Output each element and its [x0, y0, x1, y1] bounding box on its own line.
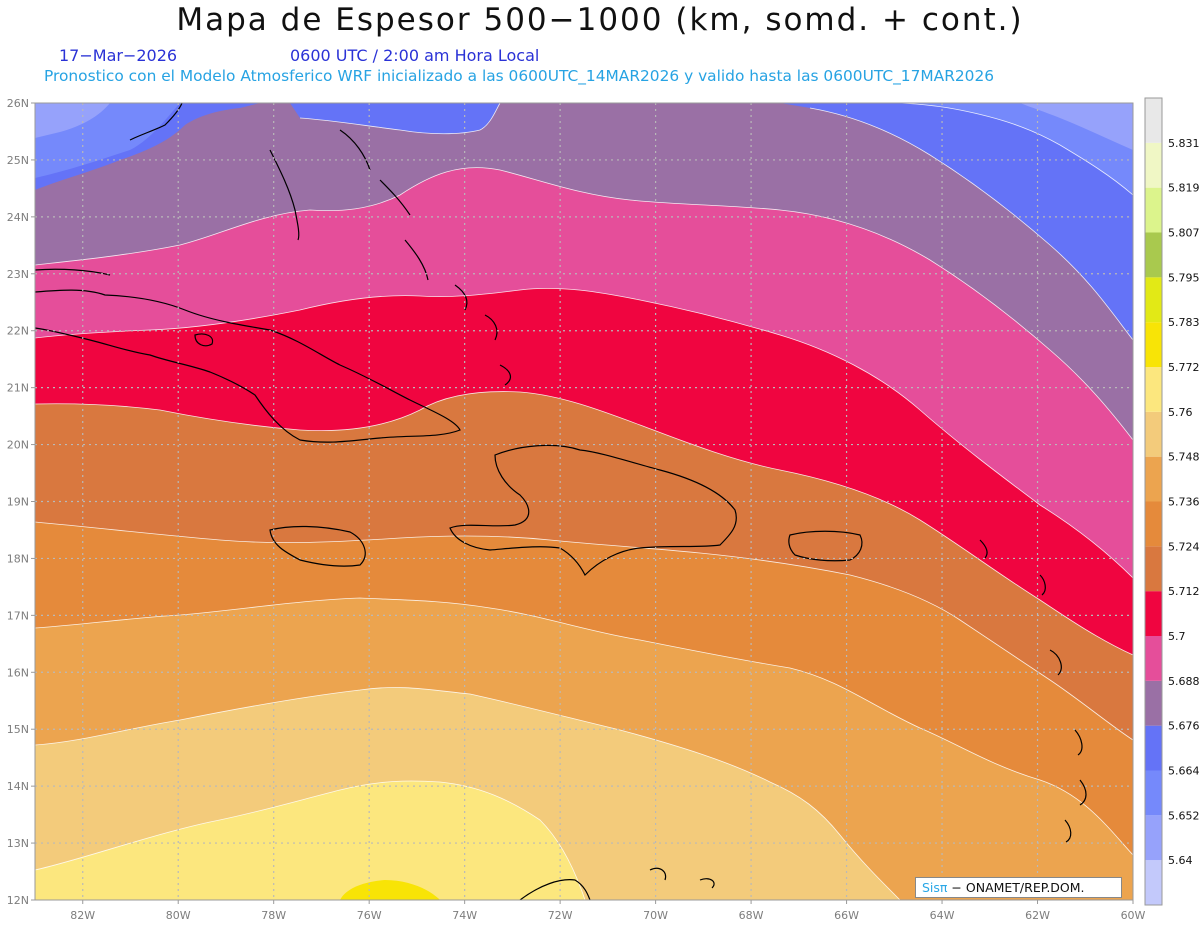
- forecast-label: Pronostico con el Modelo Atmosferico WRF…: [44, 67, 995, 85]
- credit-box: Sisπ − ONAMET/REP.DOM.: [915, 877, 1122, 898]
- colorbar-swatch: [1145, 546, 1162, 592]
- lat-tick-label: 25N: [7, 154, 29, 167]
- lat-tick-label: 19N: [7, 496, 29, 509]
- lat-tick-label: 20N: [7, 439, 29, 452]
- colorbar-label: 5.676: [1168, 720, 1200, 733]
- colorbar-label: 5.819: [1168, 182, 1200, 195]
- colorbar-label: 5.831: [1168, 137, 1200, 150]
- colorbar-swatch: [1145, 815, 1162, 861]
- colorbar-label: 5.688: [1168, 675, 1200, 688]
- colorbar-swatch: [1145, 591, 1162, 636]
- lon-tick-label: 68W: [739, 909, 764, 922]
- colorbar-label: 5.736: [1168, 496, 1200, 509]
- lon-tick-label: 62W: [1025, 909, 1050, 922]
- graticule: [35, 103, 1133, 900]
- date-label: 17−Mar−2026: [59, 46, 178, 65]
- thickness-fill: [35, 103, 1133, 900]
- coastlines: [35, 103, 1087, 900]
- lon-tick-label: 72W: [548, 909, 573, 922]
- colorbar-label: 5.664: [1168, 765, 1200, 778]
- colorbar-swatch: [1145, 367, 1162, 412]
- colorbar: 5.64 5.652 5.664 5.676 5.688 5.7 5.712 5.724 5.7…: [1144, 97, 1200, 906]
- colorbar-swatch: [1145, 501, 1162, 547]
- colorbar-label: 5.724: [1168, 540, 1200, 553]
- lat-tick-label: 14N: [7, 780, 29, 793]
- lat-tick-label: 13N: [7, 837, 29, 850]
- map-title: Mapa de Espesor 500−1000 (km, somd. + co…: [176, 2, 1024, 38]
- colorbar-swatch: [1145, 187, 1162, 233]
- colorbar-swatch: [1145, 456, 1162, 502]
- colorbar-label: 5.783: [1168, 316, 1200, 329]
- colorbar-border: [1144, 97, 1163, 906]
- colorbar-swatch: [1145, 725, 1162, 771]
- colorbar-label: 5.712: [1168, 585, 1200, 598]
- lat-tick-label: 12N: [7, 894, 29, 907]
- lon-tick-label: 82W: [70, 909, 95, 922]
- lon-tick-label: 64W: [930, 909, 955, 922]
- lon-tick-label: 78W: [261, 909, 286, 922]
- colorbar-swatch: [1145, 277, 1162, 323]
- colorbar-swatch: [1145, 636, 1162, 681]
- lat-tick-label: 17N: [7, 609, 29, 622]
- colorbar-swatch: [1145, 860, 1162, 905]
- lon-tick-label: 70W: [643, 909, 668, 922]
- lon-tick-label: 60W: [1121, 909, 1146, 922]
- lon-tick-label: 76W: [357, 909, 382, 922]
- lat-tick-label: 23N: [7, 268, 29, 281]
- colorbar-label: 5.64: [1168, 854, 1193, 867]
- colorbar-swatch: [1145, 142, 1162, 188]
- lon-tick-label: 66W: [834, 909, 859, 922]
- lon-tick-label: 74W: [452, 909, 477, 922]
- lat-tick-label: 15N: [7, 723, 29, 736]
- colorbar-label: 5.748: [1168, 451, 1200, 464]
- colorbar-label: 5.76: [1168, 406, 1193, 419]
- colorbar-swatch: [1145, 232, 1162, 278]
- colorbar-swatch: [1145, 770, 1162, 816]
- colorbar-swatch: [1145, 411, 1162, 457]
- colorbar-swatch: [1145, 680, 1162, 726]
- lon-tick-label: 80W: [166, 909, 191, 922]
- lat-tick-label: 22N: [7, 325, 29, 338]
- colorbar-label: 5.7: [1168, 630, 1186, 643]
- longitude-axis: 82W 80W 78W 76W 74W 72W 70W 68W 66W 64W 62W 60W: [70, 900, 1146, 922]
- colorbar-swatch: [1145, 98, 1162, 143]
- lat-tick-label: 18N: [7, 552, 29, 565]
- lat-tick-label: 24N: [7, 211, 29, 224]
- colorbar-label: 5.772: [1168, 361, 1200, 374]
- latitude-axis: 26N 25N 24N 23N 22N 21N 20N 19N 18N 17N 16N 15N 14N 1…: [7, 97, 35, 907]
- lat-tick-label: 21N: [7, 382, 29, 395]
- colorbar-swatch: [1145, 322, 1162, 367]
- lat-tick-label: 16N: [7, 666, 29, 679]
- colorbar-label: 5.652: [1168, 809, 1200, 822]
- colorbar-label: 5.795: [1168, 271, 1200, 284]
- time-label: 0600 UTC / 2:00 am Hora Local: [290, 46, 540, 65]
- org-label: − ONAMET/REP.DOM.: [947, 880, 1085, 895]
- colorbar-label: 5.807: [1168, 227, 1200, 240]
- lat-tick-label: 26N: [7, 97, 29, 110]
- brand-label: Sisπ: [922, 880, 948, 895]
